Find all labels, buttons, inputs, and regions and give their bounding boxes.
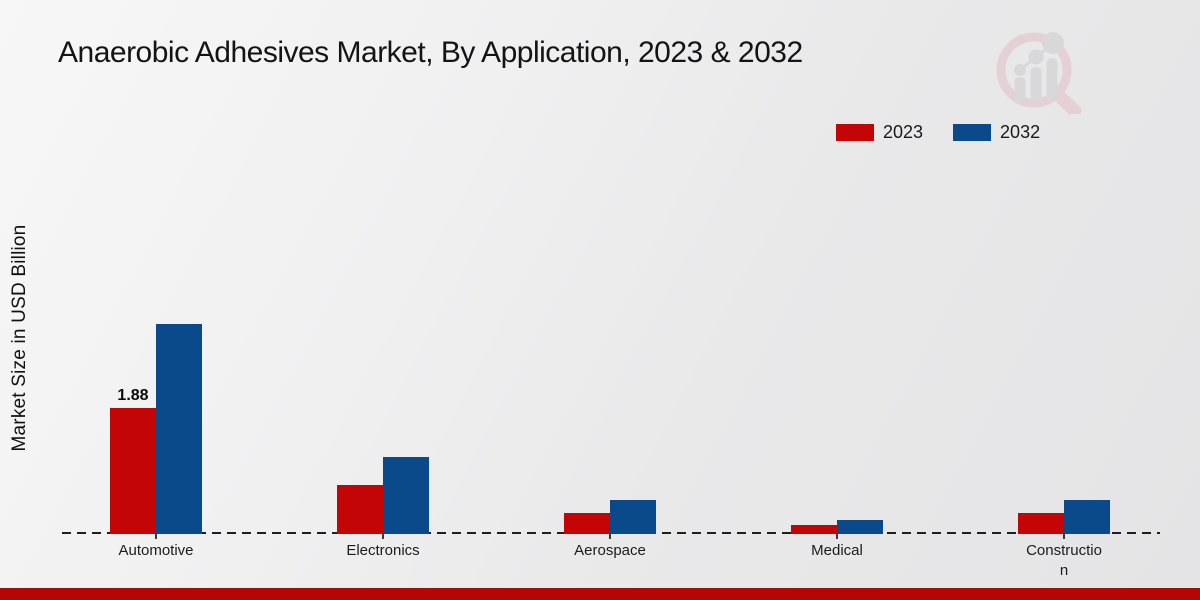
chart-title: Anaerobic Adhesives Market, By Applicati…: [58, 36, 803, 69]
legend-item-2032: 2032: [953, 122, 1040, 143]
bar-construction-2023: [1018, 513, 1064, 534]
legend-item-2023: 2023: [836, 122, 923, 143]
bar-aerospace-2032: [610, 500, 656, 534]
category-label-construction: Constructio n: [1026, 542, 1102, 580]
bottom-accent-strip: [0, 588, 1200, 600]
legend-swatch-2023: [836, 124, 874, 141]
x-axis-tick: [836, 534, 838, 539]
category-label-aerospace: Aerospace: [574, 542, 646, 559]
category-label-medical: Medical: [811, 542, 863, 559]
x-axis-tick: [609, 534, 611, 539]
legend-label-2023: 2023: [883, 122, 924, 142]
legend: 2023 2032: [836, 122, 1040, 143]
bar-medical-2023: [791, 525, 837, 534]
bar-automotive-2023: [110, 408, 156, 534]
legend-label-2032: 2032: [1000, 122, 1041, 142]
x-axis-tick: [1063, 534, 1065, 539]
category-label-automotive: Automotive: [118, 542, 194, 559]
bar-medical-2032: [837, 520, 883, 534]
category-label-electronics: Electronics: [346, 542, 420, 559]
bar-automotive-2032: [156, 324, 202, 534]
bar-value-label: 1.88: [117, 387, 149, 404]
x-axis-tick: [155, 534, 157, 539]
bar-electronics-2023: [337, 485, 383, 534]
bar-aerospace-2023: [564, 513, 610, 534]
x-axis-tick: [382, 534, 384, 539]
bar-construction-2032: [1064, 500, 1110, 534]
magnifier-bar-chart-logo-icon: [996, 32, 1082, 114]
bar-electronics-2032: [383, 457, 429, 534]
legend-swatch-2032: [953, 124, 992, 141]
